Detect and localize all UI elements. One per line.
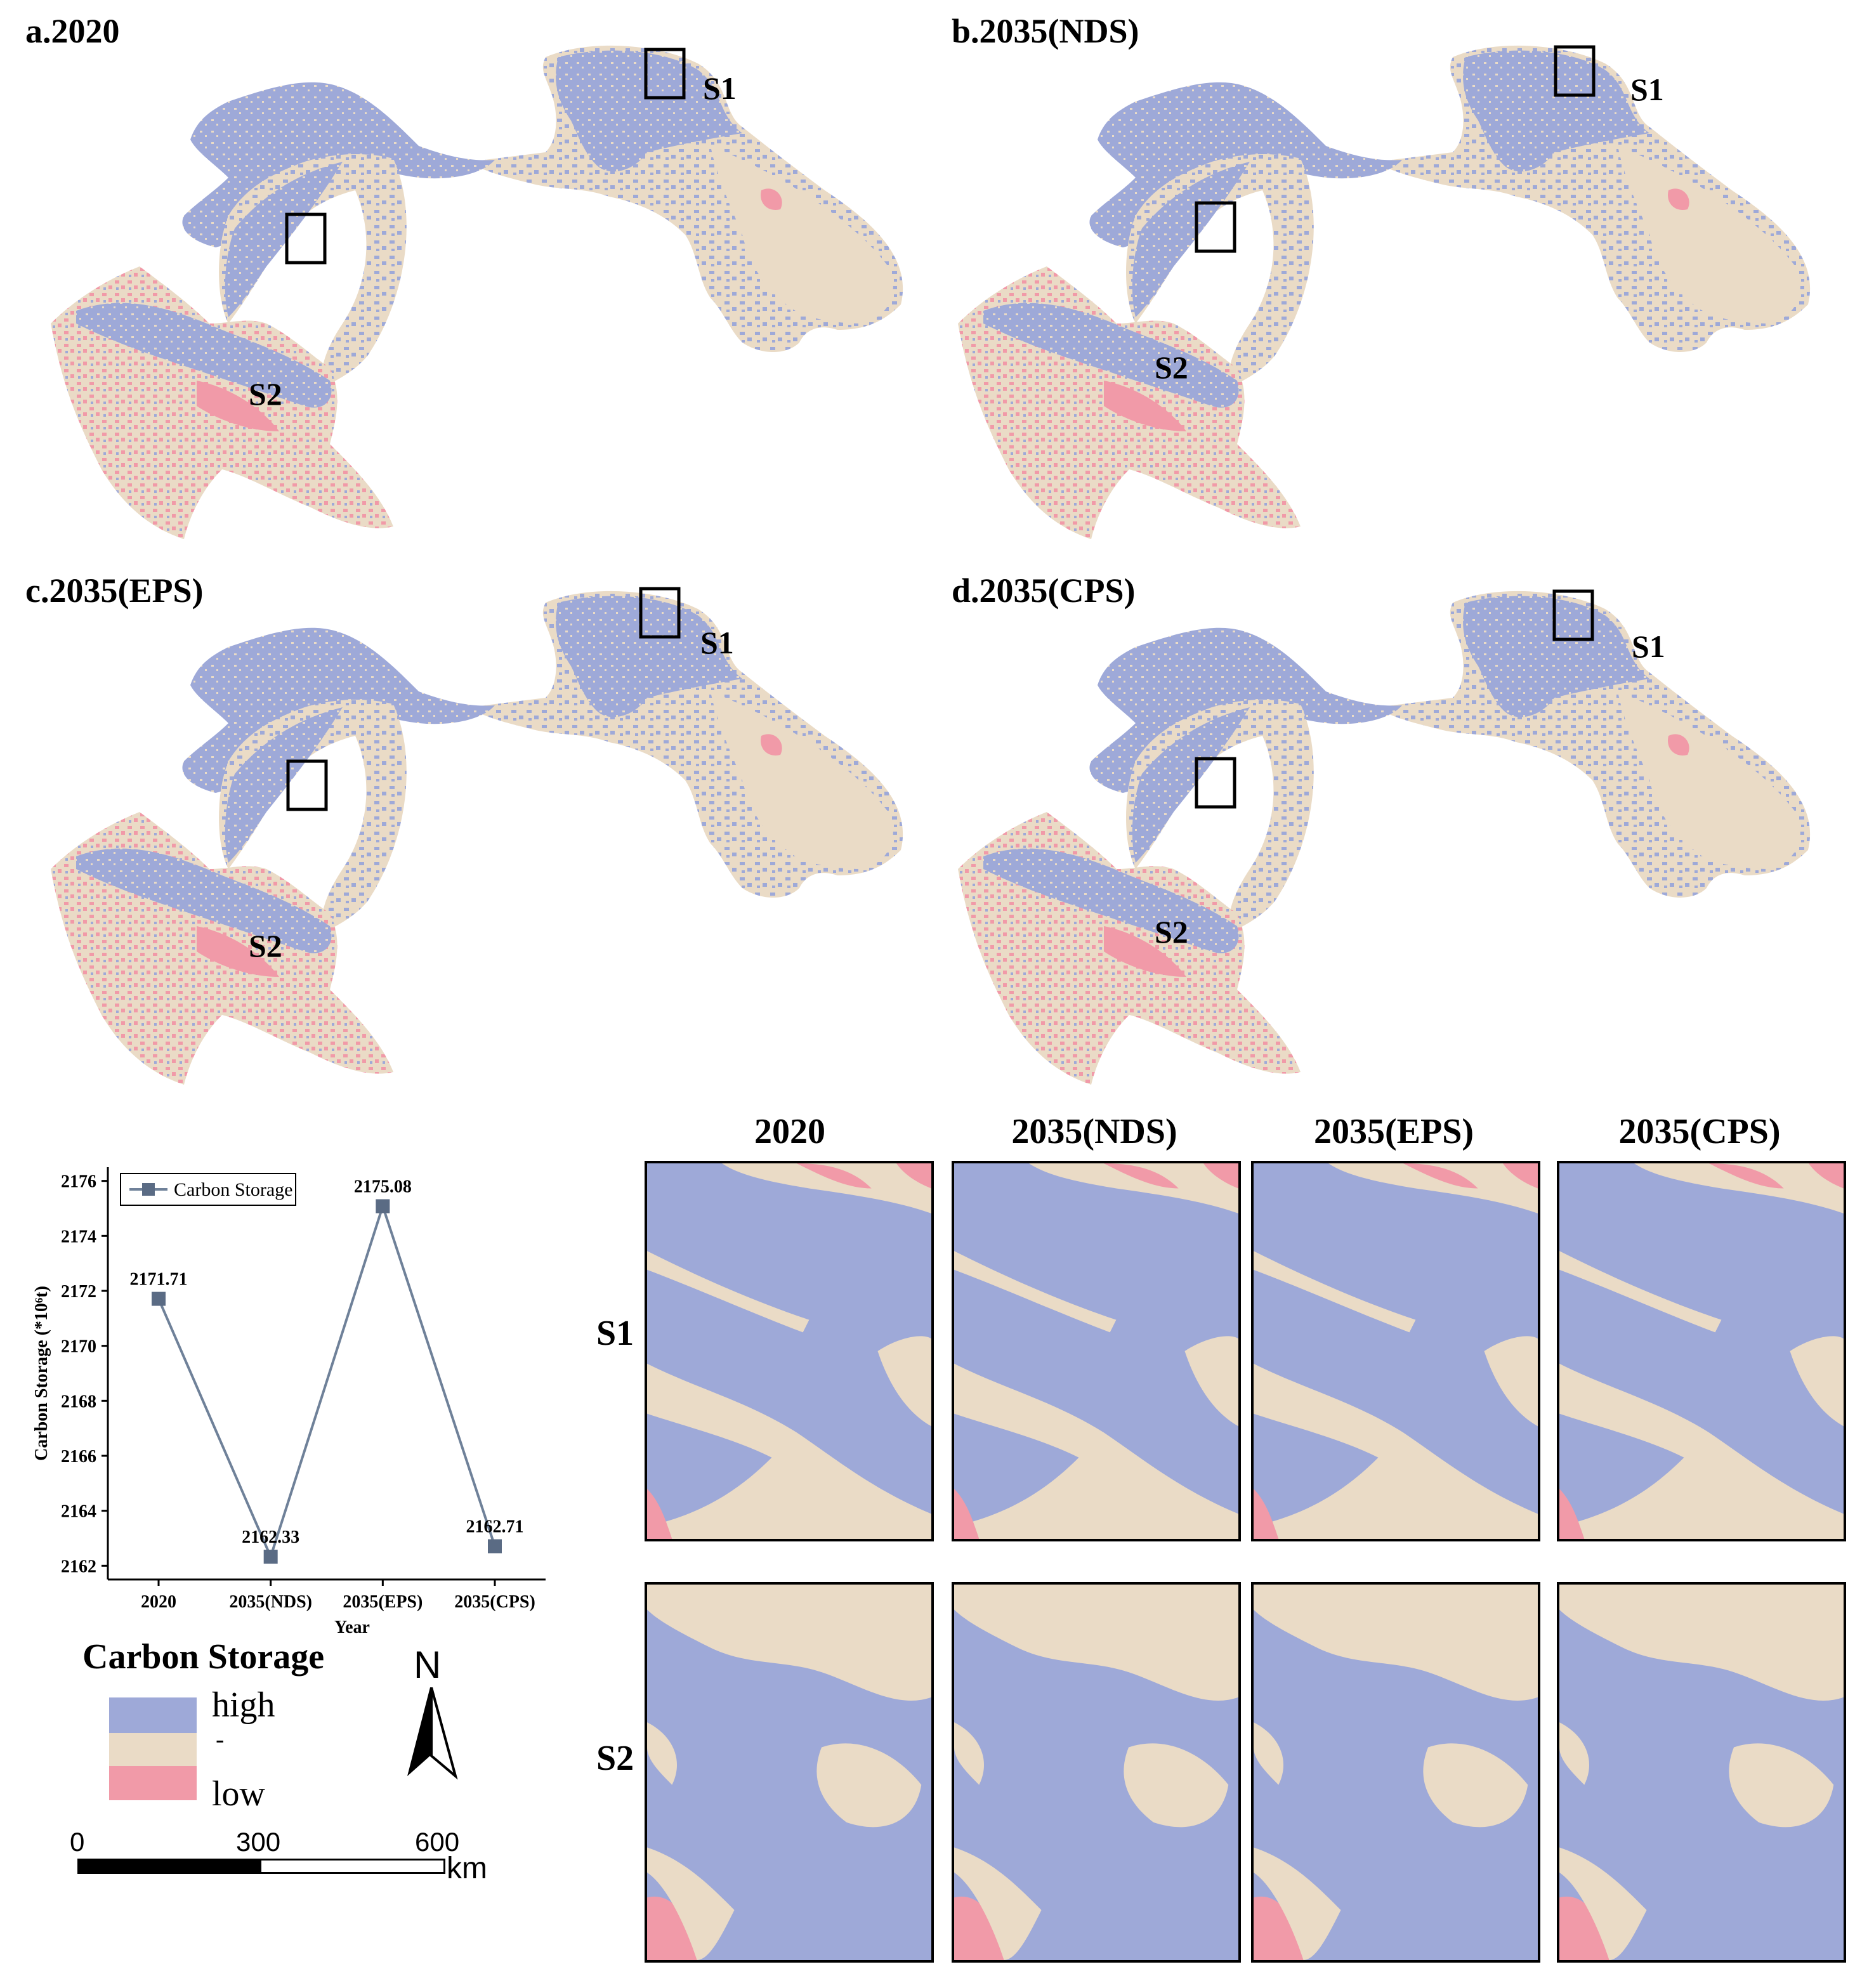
data-label: 2175.08 <box>354 1177 412 1197</box>
panel-title-a: a.2020 <box>25 12 120 50</box>
y-tick-label: 2174 <box>61 1227 96 1246</box>
y-tick-label: 2170 <box>61 1337 96 1357</box>
zoom-tile-s1-eps <box>1251 1161 1540 1541</box>
zoom-tile-s1-cps <box>1557 1161 1846 1541</box>
region-label-s2-a: S2 <box>249 376 282 412</box>
x-tick-label: 2035(CPS) <box>454 1592 535 1612</box>
north-arrow-icon <box>407 1687 458 1780</box>
carbon-storage-chart: 2162 2164 2166 2168 2170 2172 2174 2176 2020 2035… <box>32 1167 546 1637</box>
region-label-s1-d: S1 <box>1632 629 1665 664</box>
zoom-col-head-2020: 2020 <box>754 1112 825 1151</box>
y-tick-label: 2162 <box>61 1557 96 1576</box>
legend-swatch-low <box>109 1766 197 1800</box>
chart-legend-marker <box>142 1183 155 1196</box>
scale-tick-600: 600 <box>415 1827 460 1857</box>
data-label: 2162.71 <box>466 1517 524 1537</box>
legend-swatch-mid <box>109 1733 197 1766</box>
zoom-col-head-nds: 2035(NDS) <box>1011 1112 1177 1151</box>
legend-label-high: high <box>212 1685 275 1725</box>
chart-legend-label: Carbon Storage <box>174 1179 292 1200</box>
zoom-row-head-s2: S2 <box>596 1739 634 1778</box>
x-tick-label: 2035(EPS) <box>343 1592 423 1612</box>
zoom-col-head-eps: 2035(EPS) <box>1314 1112 1474 1151</box>
data-point <box>376 1199 390 1213</box>
region-label-s1-b: S1 <box>1630 72 1664 107</box>
scale-tick-300: 300 <box>236 1827 281 1857</box>
legend-swatch-high <box>109 1697 197 1733</box>
data-point <box>488 1539 502 1553</box>
zoom-tile-s2-nds <box>952 1582 1241 1963</box>
series-line-carbon-storage <box>157 1202 496 1560</box>
scale-bar <box>77 1859 445 1874</box>
data-point <box>152 1292 166 1306</box>
legend-title: Carbon Storage <box>82 1637 325 1677</box>
y-tick-label: 2168 <box>61 1392 96 1411</box>
legend-label-mid: - <box>216 1725 225 1753</box>
panel-title-b: b.2035(NDS) <box>952 12 1139 50</box>
zoom-tile-s1-2020 <box>645 1161 934 1541</box>
y-tick-label: 2166 <box>61 1447 96 1467</box>
data-point <box>263 1550 278 1564</box>
map-panel-c <box>38 571 926 1091</box>
legend-label-low: low <box>212 1774 265 1814</box>
scale-tick-0: 0 <box>70 1827 85 1857</box>
zoom-tile-s2-eps <box>1251 1582 1540 1963</box>
y-tick-label: 2164 <box>61 1502 96 1522</box>
region-label-s1-c: S1 <box>700 625 734 660</box>
panel-title-c: c.2035(EPS) <box>25 572 204 610</box>
region-label-s1-a: S1 <box>703 70 737 106</box>
region-label-s2-c: S2 <box>249 928 282 964</box>
map-panel-b <box>945 25 1833 546</box>
region-label-s2-d: S2 <box>1155 914 1188 950</box>
zoom-tile-s1-nds <box>952 1161 1241 1541</box>
x-tick-label: 2035(NDS) <box>229 1592 312 1612</box>
y-axis-label: Carbon Storage (*10⁶t) <box>32 1286 51 1461</box>
region-label-s2-b: S2 <box>1155 350 1188 385</box>
panel-title-d: d.2035(CPS) <box>952 572 1136 610</box>
zoom-tile-s2-2020 <box>645 1582 934 1963</box>
scale-unit: km <box>447 1852 487 1885</box>
north-label: N <box>414 1644 442 1686</box>
zoom-row-head-s1: S1 <box>596 1314 634 1353</box>
map-panel-a <box>38 25 926 546</box>
x-tick-label: 2020 <box>141 1592 176 1612</box>
zoom-tile-s2-cps <box>1557 1582 1846 1963</box>
data-label: 2171.71 <box>130 1270 188 1290</box>
data-label: 2162.33 <box>242 1527 299 1547</box>
x-axis-label: Year <box>334 1618 370 1637</box>
map-panel-d <box>945 571 1833 1091</box>
zoom-col-head-cps: 2035(CPS) <box>1618 1112 1781 1151</box>
y-tick-label: 2172 <box>61 1282 96 1302</box>
y-tick-label: 2176 <box>61 1172 96 1192</box>
